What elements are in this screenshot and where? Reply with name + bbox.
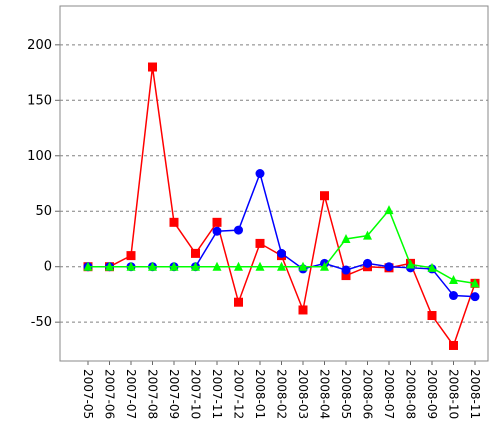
data-point [320, 191, 329, 201]
data-point [449, 340, 458, 350]
x-tick-label: 2008-10 [447, 369, 461, 419]
x-tick-label: 2008-05 [339, 369, 353, 419]
data-point [212, 217, 222, 227]
data-point [277, 248, 286, 258]
y-tick-label: 150 [27, 93, 52, 108]
data-point [449, 291, 458, 301]
data-point [234, 225, 243, 235]
x-tick-label: 2007-11 [210, 369, 224, 419]
data-point [470, 292, 480, 302]
series-2 [83, 205, 480, 288]
data-point [212, 261, 222, 271]
y-axis-ticks: 200 150 100 50 0 -50 [27, 38, 60, 330]
data-point [255, 238, 265, 248]
data-point [191, 261, 200, 271]
x-tick-label: 2007-05 [81, 369, 95, 419]
data-point [148, 62, 157, 72]
x-tick-label: 2007-08 [146, 369, 160, 419]
data-point [105, 261, 114, 271]
data-point [298, 305, 308, 315]
x-tick-label: 2008-04 [318, 369, 332, 419]
data-point [191, 248, 200, 258]
series-line [88, 66, 476, 348]
data-point [470, 278, 480, 288]
y-tick-label: 100 [27, 149, 52, 164]
data-point [298, 261, 308, 271]
data-point [83, 261, 93, 271]
grid-layer [60, 44, 488, 323]
data-point [449, 275, 458, 285]
data-point [126, 251, 136, 261]
series-line [88, 208, 476, 285]
x-tick-label: 2008-01 [253, 369, 267, 419]
y-tick-label: 50 [35, 204, 52, 219]
x-tick-label: 2007-10 [189, 369, 203, 419]
series-0 [83, 62, 480, 350]
data-point [427, 262, 437, 272]
data-point [320, 261, 329, 271]
x-tick-label: 2008-11 [468, 369, 482, 419]
data-point [384, 205, 394, 215]
y-tick-label: 0 [44, 260, 52, 275]
x-tick-label: 2008-06 [361, 369, 375, 419]
data-point [148, 261, 157, 271]
x-tick-label: 2007-09 [167, 369, 181, 419]
series-layer [83, 62, 480, 350]
x-tick-label: 2007-12 [232, 369, 246, 419]
x-tick-label: 2008-03 [296, 369, 310, 419]
data-point [363, 258, 372, 268]
x-tick-label: 2008-02 [275, 369, 289, 419]
series-1 [83, 169, 480, 302]
x-tick-label: 2007-06 [103, 369, 117, 419]
data-point [406, 259, 415, 269]
y-tick-label: -50 [31, 315, 52, 330]
data-point [341, 233, 351, 243]
data-point [234, 297, 243, 307]
plot-frame [59, 5, 489, 362]
x-axis-ticks: 2007-05 2007-06 2007-07 2007-08 2007-09 2007-… [81, 361, 482, 419]
x-tick-label: 2007-07 [124, 369, 138, 419]
data-point [212, 226, 222, 236]
data-point [169, 217, 179, 227]
data-point [169, 261, 179, 271]
data-point [341, 265, 351, 275]
data-point [234, 261, 243, 271]
y-tick-label: 200 [27, 38, 52, 53]
data-point [427, 311, 437, 321]
x-tick-label: 2008-08 [404, 369, 418, 419]
data-point [255, 261, 265, 271]
x-tick-label: 2008-07 [382, 369, 396, 419]
data-point [384, 262, 394, 272]
data-point [277, 261, 286, 271]
data-point [126, 261, 136, 271]
data-point [255, 169, 265, 179]
data-point [363, 230, 372, 240]
x-tick-label: 2008-09 [425, 369, 439, 419]
data-point [341, 271, 351, 281]
